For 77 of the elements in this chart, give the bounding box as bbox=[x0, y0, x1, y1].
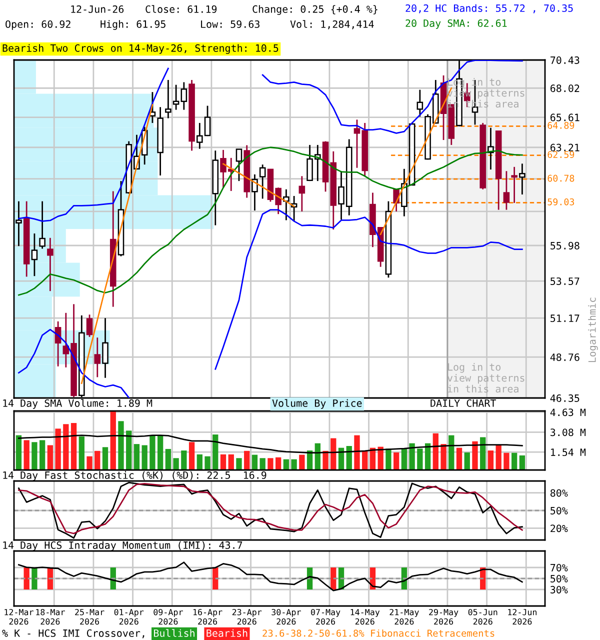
candlestick bbox=[172, 84, 180, 110]
ref-line-label: 59.03 bbox=[548, 198, 574, 206]
candlestick bbox=[283, 188, 290, 221]
y-tick-label: 1.54 M bbox=[551, 448, 586, 456]
y-tick-label: 50% bbox=[550, 506, 568, 514]
candlestick bbox=[511, 166, 518, 204]
chart-title: 14 Day SMA Volume: 1.89 M bbox=[3, 399, 152, 409]
text: Open: 60.92 bbox=[6, 20, 70, 30]
ref-line-label: 62.59 bbox=[548, 151, 574, 158]
chart-title: 14 Day Fast Stochastic (%K) (%D): 22.5 16.9 bbox=[3, 471, 266, 481]
y-tick-label: 30% bbox=[550, 586, 568, 594]
candlestick bbox=[252, 174, 258, 212]
ref-line-label: 60.78 bbox=[548, 174, 574, 182]
y-tick-label: 3.08 M bbox=[550, 428, 586, 436]
text: Bullish bbox=[154, 629, 194, 637]
chart-title: 14 Day HCS Intraday Momentum (IMI): 43.7 bbox=[3, 541, 242, 551]
candlestick bbox=[503, 170, 510, 210]
y-tick-label: 63.21 bbox=[550, 144, 580, 152]
text: High: 61.95 bbox=[100, 20, 166, 30]
candlestick bbox=[165, 79, 172, 119]
y-tick-label: 4.63 M bbox=[550, 408, 586, 416]
text: Vol: 1,284,414 bbox=[290, 20, 374, 30]
text: DAILY CHART bbox=[430, 399, 496, 407]
y-tick-label: 70% bbox=[550, 564, 568, 572]
text: 23.6-38.2-50-61.8% Fibonacci Retracements bbox=[262, 629, 494, 637]
candlestick bbox=[39, 200, 46, 250]
x-tick-label: 23-Apr 2026 bbox=[232, 608, 262, 625]
candlestick bbox=[416, 89, 424, 118]
x-tick-label: 25-Mar 2026 bbox=[75, 608, 104, 625]
y-tick-label: 68.02 bbox=[550, 84, 580, 92]
y-tick-label: 50% bbox=[550, 574, 568, 582]
candlestick bbox=[298, 175, 306, 212]
line-series bbox=[18, 146, 523, 296]
y-tick-label: 20% bbox=[550, 524, 568, 532]
candlestick bbox=[94, 336, 101, 378]
y-tick-label: 46.35 bbox=[550, 394, 580, 402]
x-tick-label: 12-Mar 2026 bbox=[4, 608, 34, 625]
x-tick-label: 16-Apr 2026 bbox=[193, 608, 222, 625]
text: Close: 61.19 bbox=[146, 5, 217, 13]
candlestick bbox=[31, 232, 38, 277]
x-tick-label: 12-Jun 2026 bbox=[508, 608, 536, 625]
y-tick-label: 55.98 bbox=[550, 242, 580, 250]
candlestick bbox=[102, 317, 108, 379]
y-tick-label: 48.76 bbox=[550, 353, 580, 362]
chart-title: Bearish Two Crows on 14-May-26, Strength: 10.5 bbox=[2, 44, 278, 54]
x-tick-label: 29-May 2026 bbox=[429, 608, 458, 625]
text: Low: 59.63 bbox=[201, 20, 260, 28]
y-tick-label: 70.43 bbox=[550, 56, 580, 64]
candlestick bbox=[47, 237, 54, 292]
x-tick-label: 07-May 2026 bbox=[311, 608, 340, 625]
y-axis-title: Logarithmic bbox=[588, 298, 598, 362]
y-tick-label: 80% bbox=[550, 489, 568, 497]
text: 20,2 HC Bands: 55.72 , 70.35 bbox=[406, 4, 573, 14]
x-tick-label: 18-Mar 2026 bbox=[36, 608, 65, 625]
x-tick-label: 14-May 2026 bbox=[350, 609, 380, 625]
y-tick-label: 65.61 bbox=[550, 114, 580, 122]
x-tick-label: 21-May 2026 bbox=[390, 608, 419, 625]
text: Bearish bbox=[206, 629, 248, 637]
candlestick bbox=[259, 164, 266, 200]
text: 12-Jun-26 bbox=[71, 5, 124, 13]
x-tick-label: 01-Apr 2026 bbox=[114, 608, 144, 625]
line-series bbox=[18, 434, 523, 454]
candlestick bbox=[180, 82, 188, 110]
text: 20 Day SMA: 62.61 bbox=[406, 19, 507, 29]
y-tick-label: 53.57 bbox=[550, 277, 580, 286]
text: Change: 0.25 {+0.4 %} bbox=[252, 5, 378, 15]
y-tick-label: 51.17 bbox=[550, 314, 580, 322]
text: % K - HCS IMI Crossover, bbox=[2, 629, 144, 638]
ref-line-label: 64.89 bbox=[548, 122, 574, 129]
x-tick-label: 05-Jun 2026 bbox=[468, 608, 498, 625]
line-series bbox=[18, 562, 523, 592]
candlestick bbox=[236, 148, 242, 182]
x-tick-label: 30-Apr 2026 bbox=[272, 608, 301, 625]
text: Volume By Price bbox=[272, 399, 362, 409]
candlestick bbox=[519, 162, 526, 196]
candlestick bbox=[86, 314, 93, 338]
x-tick-label: 09-Apr 2026 bbox=[154, 608, 183, 625]
